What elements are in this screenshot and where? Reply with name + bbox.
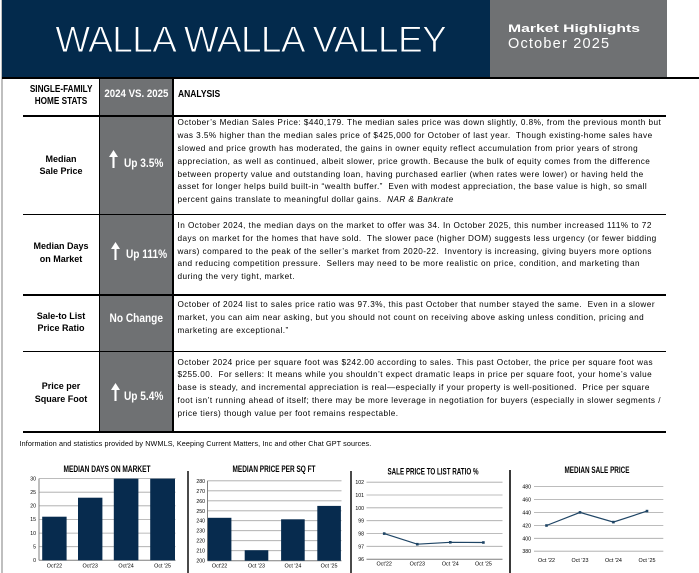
svg-text:99: 99 (358, 519, 364, 525)
svg-text:380: 380 (522, 549, 531, 555)
svg-text:250: 250 (196, 509, 205, 515)
svg-text:Oct '24: Oct '24 (605, 558, 622, 564)
svg-text:20: 20 (30, 504, 36, 510)
svg-text:15: 15 (30, 517, 36, 523)
svg-text:102: 102 (355, 480, 364, 486)
svg-text:Oct'23: Oct'23 (82, 564, 97, 570)
svg-text:Oct'22: Oct'22 (376, 562, 391, 568)
svg-text:SALE PRICE TO LIST RATIO %: SALE PRICE TO LIST RATIO % (388, 467, 479, 477)
svg-text:MEDIAN SALE PRICE: MEDIAN SALE PRICE (565, 465, 630, 475)
svg-text:Oct '23: Oct '23 (248, 564, 265, 570)
svg-text:420: 420 (522, 523, 531, 529)
svg-text:25: 25 (30, 490, 36, 496)
svg-text:Oct '25: Oct '25 (475, 562, 492, 568)
svg-text:0: 0 (33, 558, 36, 564)
svg-text:200: 200 (196, 559, 205, 565)
svg-text:Oct'22: Oct'22 (212, 564, 227, 570)
svg-text:Oct '25: Oct '25 (154, 564, 171, 570)
svg-text:Oct '25: Oct '25 (639, 558, 656, 564)
svg-text:240: 240 (196, 519, 205, 525)
svg-text:Oct '22: Oct '22 (538, 558, 555, 564)
svg-text:100: 100 (355, 506, 364, 512)
svg-text:MEDIAN PRICE PER SQ FT: MEDIAN PRICE PER SQ FT (233, 464, 316, 474)
svg-text:MEDIAN DAYS ON MARKET: MEDIAN DAYS ON MARKET (64, 464, 151, 474)
svg-text:270: 270 (196, 489, 205, 495)
svg-text:220: 220 (196, 539, 205, 545)
svg-text:Oct '25: Oct '25 (321, 564, 338, 570)
svg-text:Oct'22: Oct'22 (47, 564, 62, 570)
svg-text:260: 260 (196, 499, 205, 505)
svg-text:96: 96 (358, 557, 364, 563)
svg-text:480: 480 (522, 485, 531, 491)
svg-text:98: 98 (358, 532, 364, 538)
svg-text:Oct'23: Oct'23 (410, 562, 425, 568)
svg-text:400: 400 (522, 536, 531, 542)
svg-text:5: 5 (33, 545, 36, 551)
svg-text:97: 97 (358, 544, 364, 550)
svg-text:Oct '23: Oct '23 (572, 558, 589, 564)
svg-text:440: 440 (522, 510, 531, 516)
svg-text:230: 230 (196, 529, 205, 535)
svg-text:460: 460 (522, 497, 531, 503)
svg-text:Oct '24: Oct '24 (442, 562, 459, 568)
svg-text:Oct'24: Oct'24 (118, 564, 133, 570)
svg-text:Oct '24: Oct '24 (284, 564, 301, 570)
svg-text:210: 210 (196, 549, 205, 555)
svg-text:10: 10 (30, 531, 36, 537)
svg-text:30: 30 (30, 476, 36, 482)
svg-text:101: 101 (355, 493, 364, 499)
svg-text:280: 280 (196, 479, 205, 485)
